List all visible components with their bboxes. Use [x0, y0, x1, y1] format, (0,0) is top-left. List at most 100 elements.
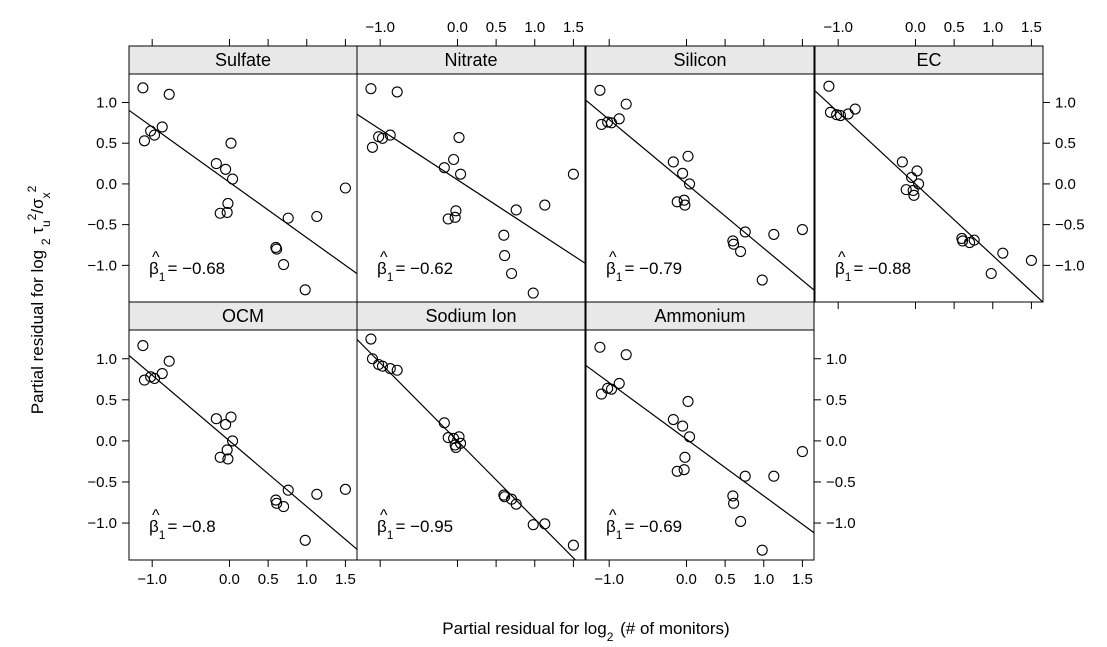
data-point — [214, 451, 226, 463]
beta-annotation: β1 = −0.68 — [149, 259, 225, 284]
data-point — [145, 125, 157, 137]
data-point — [225, 411, 237, 423]
strip-background — [814, 45, 1044, 75]
data-point — [227, 435, 239, 447]
data-point — [384, 363, 396, 375]
x-tick-label: 1.0 — [296, 571, 317, 588]
data-point — [365, 83, 377, 95]
data-point — [908, 189, 920, 201]
x-tick-label: 1.5 — [1021, 19, 1042, 36]
data-point — [677, 420, 689, 432]
data-point — [510, 204, 522, 216]
data-point — [220, 418, 232, 431]
strip-label: Sodium Ion — [425, 306, 516, 326]
y-tick-label: −0.5 — [826, 474, 856, 491]
data-point — [148, 129, 161, 141]
x-tick-label: 0.0 — [447, 19, 468, 36]
data-point — [539, 518, 551, 530]
data-point — [684, 178, 696, 190]
axes-layer: −1.0 0.0 0.5 1.0 1.5 −1.0 0.0 0.5 1.0 1.5 −1.0 0.0 0… — [87, 19, 1084, 588]
data-point — [210, 158, 222, 170]
data-point — [220, 163, 232, 175]
y-tick-label: −1.0 — [87, 257, 117, 274]
data-point — [997, 247, 1009, 259]
data-point — [682, 395, 694, 408]
y-tick-label: 1.0 — [96, 95, 117, 112]
panel-silicon: Silicon β1 = −0.79^ — [585, 45, 815, 303]
data-point — [455, 168, 467, 180]
x-axis-title: Partial residual for log2 (# of monitors… — [442, 619, 729, 644]
x-tick-label: 1.0 — [982, 19, 1003, 36]
y-tick-label: −1.0 — [826, 515, 856, 532]
y-tick-label: 0.5 — [1055, 135, 1076, 152]
x-tick-label: −1.0 — [594, 571, 624, 588]
data-point — [278, 501, 290, 513]
data-point — [148, 372, 161, 385]
data-point — [968, 234, 980, 246]
data-point — [278, 258, 290, 271]
data-point — [339, 182, 351, 194]
data-point — [499, 250, 511, 262]
data-point — [448, 153, 460, 166]
data-point — [498, 229, 510, 241]
data-point — [453, 431, 465, 443]
fit-line — [815, 90, 1043, 302]
data-point — [210, 413, 222, 425]
data-point — [339, 483, 351, 495]
data-point — [595, 388, 608, 400]
strip-background — [128, 45, 358, 75]
data-point — [679, 199, 691, 211]
data-point — [613, 377, 625, 389]
data-point — [849, 103, 861, 115]
strip-background — [585, 301, 815, 331]
data-point — [678, 464, 690, 476]
y-tick-label: −0.5 — [87, 474, 117, 491]
data-point — [506, 267, 518, 280]
data-point — [602, 116, 614, 128]
data-point — [365, 333, 377, 345]
strip-background — [585, 45, 815, 75]
data-point — [756, 274, 768, 286]
data-point — [727, 490, 739, 502]
data-point — [137, 340, 149, 352]
data-point — [739, 470, 751, 482]
data-point — [137, 82, 149, 94]
beta-annotation: β1 = −0.62 — [377, 259, 453, 284]
data-point — [678, 194, 690, 206]
x-tick-label: 1.5 — [563, 19, 584, 36]
data-point — [728, 497, 740, 509]
beta-hat: ^ — [838, 249, 846, 266]
panel-frame — [128, 73, 358, 303]
panel-frame — [585, 329, 815, 561]
fit-line — [586, 99, 814, 291]
data-point — [449, 211, 461, 223]
x-tick-label: −1.0 — [365, 19, 395, 36]
data-point — [227, 173, 239, 185]
data-point — [221, 444, 233, 456]
panel-sodium-ion: Sodium Ion β1 = −0.95^ — [356, 301, 586, 561]
y-tick-label: 0.5 — [96, 392, 117, 409]
data-point — [671, 465, 683, 477]
panel-frame — [585, 73, 815, 303]
data-point — [438, 417, 450, 429]
beta-hat: ^ — [380, 249, 388, 266]
data-point — [527, 519, 539, 531]
data-point — [735, 245, 747, 258]
strip-label: Sulfate — [215, 50, 271, 70]
data-point — [450, 205, 462, 217]
data-point — [156, 121, 168, 133]
data-point — [391, 86, 403, 98]
data-point — [138, 374, 151, 386]
x-tick-label: 1.0 — [524, 19, 545, 36]
y-axis-title: Partial residual for log 2 τu2/σx2 — [25, 185, 53, 414]
data-point — [499, 491, 511, 503]
data-point — [620, 349, 632, 361]
fit-line — [357, 113, 585, 264]
data-point — [527, 287, 539, 299]
data-point — [796, 446, 808, 458]
data-point — [567, 539, 579, 551]
data-point — [163, 355, 175, 367]
data-point — [442, 213, 454, 225]
x-tick-label: 0.0 — [676, 571, 697, 588]
